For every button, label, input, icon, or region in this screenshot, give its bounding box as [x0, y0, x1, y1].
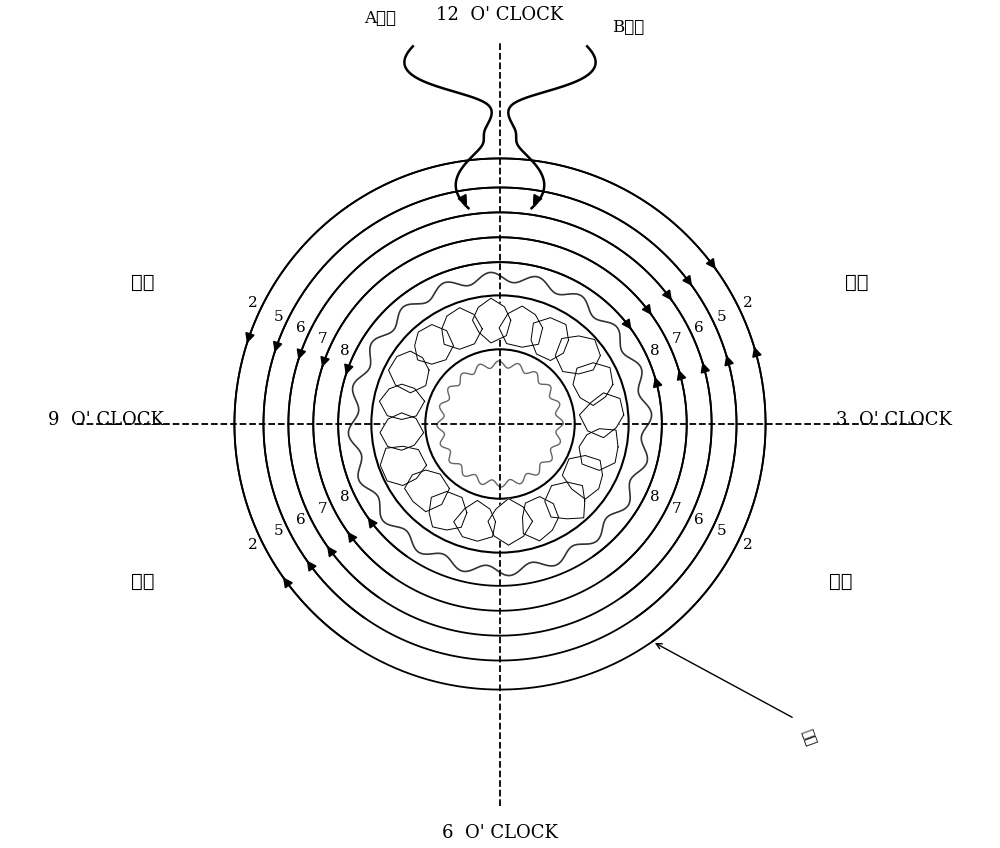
Text: 6: 6: [296, 321, 306, 335]
Text: 二区: 二区: [131, 274, 155, 292]
Polygon shape: [380, 446, 426, 486]
Text: 一区: 一区: [845, 274, 869, 292]
Text: 7: 7: [318, 332, 328, 346]
Text: 线头: 线头: [799, 727, 818, 747]
Polygon shape: [531, 318, 569, 360]
Text: 7: 7: [672, 332, 682, 346]
Polygon shape: [488, 499, 532, 545]
Polygon shape: [415, 325, 453, 364]
Text: B端线: B端线: [613, 19, 645, 36]
Polygon shape: [579, 393, 624, 438]
Text: 6: 6: [694, 321, 704, 335]
Polygon shape: [380, 413, 424, 450]
Text: A端线: A端线: [364, 10, 396, 27]
Text: 三区: 三区: [131, 572, 155, 591]
Text: 12  O' CLOCK: 12 O' CLOCK: [436, 6, 564, 24]
Text: 2: 2: [742, 538, 752, 551]
Text: 6  O' CLOCK: 6 O' CLOCK: [442, 824, 558, 842]
Text: 8: 8: [340, 490, 350, 505]
Polygon shape: [545, 482, 585, 519]
Polygon shape: [379, 384, 425, 420]
Text: 8: 8: [650, 343, 660, 358]
Text: 6: 6: [296, 513, 306, 527]
Polygon shape: [555, 336, 600, 374]
Polygon shape: [522, 497, 559, 541]
Text: 5: 5: [274, 310, 283, 324]
Polygon shape: [429, 492, 467, 530]
Text: 5: 5: [717, 524, 726, 538]
Polygon shape: [579, 429, 618, 471]
Text: 6: 6: [694, 513, 704, 527]
Polygon shape: [442, 308, 482, 349]
Polygon shape: [389, 351, 429, 393]
Polygon shape: [499, 306, 543, 347]
Polygon shape: [454, 500, 495, 541]
Text: 7: 7: [672, 502, 682, 516]
Text: 5: 5: [274, 524, 283, 538]
Text: 7: 7: [318, 502, 328, 516]
Polygon shape: [562, 455, 602, 499]
Text: 9  O' CLOCK: 9 O' CLOCK: [48, 410, 164, 429]
Polygon shape: [573, 363, 613, 405]
Polygon shape: [472, 298, 511, 343]
Text: 2: 2: [248, 297, 258, 310]
Polygon shape: [405, 470, 449, 511]
Text: 8: 8: [650, 490, 660, 505]
Text: 5: 5: [717, 310, 726, 324]
Text: 2: 2: [248, 538, 258, 551]
Text: 四区: 四区: [829, 572, 852, 591]
Text: 8: 8: [340, 343, 350, 358]
Text: 3  O' CLOCK: 3 O' CLOCK: [836, 410, 952, 429]
Text: 2: 2: [742, 297, 752, 310]
